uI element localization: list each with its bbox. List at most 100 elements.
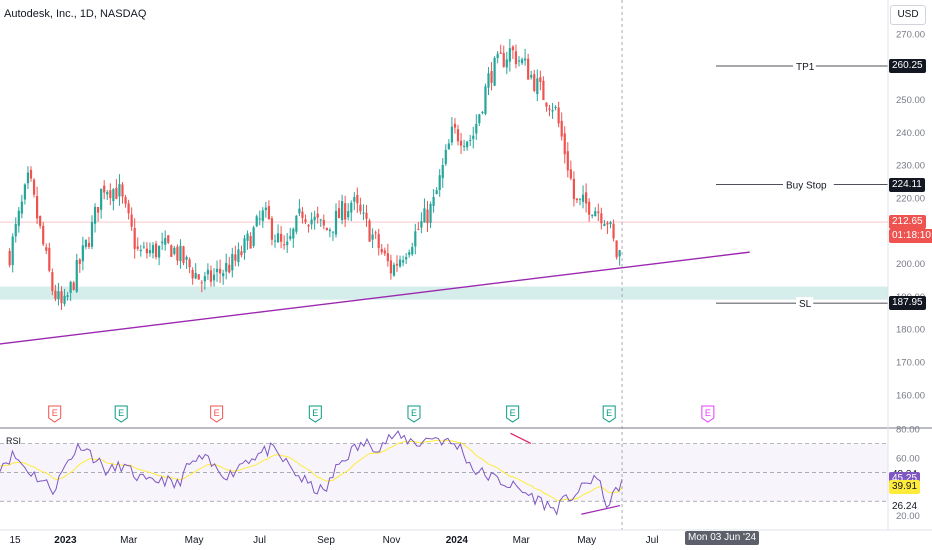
candle-body xyxy=(280,233,283,242)
candle-body xyxy=(609,222,612,225)
candle-body xyxy=(490,71,493,83)
price-tick-label: 250.00 xyxy=(896,95,925,106)
price-tick-label: 220.00 xyxy=(896,194,925,205)
candle-body xyxy=(325,228,328,230)
candle-body xyxy=(164,237,167,245)
candle-body xyxy=(539,77,542,83)
time-tick-label: Jul xyxy=(253,535,266,546)
candle-body xyxy=(377,234,380,249)
time-tick-label: Jul xyxy=(646,535,659,546)
candle-body xyxy=(374,232,377,234)
support-zone-rect xyxy=(0,286,888,300)
price-tick-label: 170.00 xyxy=(896,358,925,369)
candle-body xyxy=(167,235,170,243)
candle-body xyxy=(447,143,450,150)
candle-body xyxy=(594,211,597,217)
candle-body xyxy=(469,139,472,141)
candle-body xyxy=(380,248,383,253)
candle-body xyxy=(606,222,609,225)
candle-body xyxy=(200,282,203,284)
candle-body xyxy=(212,274,216,281)
candle-body xyxy=(597,211,600,213)
candle-body xyxy=(90,221,94,247)
candle-body xyxy=(496,53,499,59)
candle-body xyxy=(392,264,396,276)
candle-body xyxy=(398,259,402,267)
candle-body xyxy=(618,250,621,257)
candle-body xyxy=(54,290,57,299)
candle-body xyxy=(182,246,185,263)
candle-body xyxy=(581,194,585,202)
candle-body xyxy=(371,234,374,240)
candle-body xyxy=(304,219,307,222)
candle-body xyxy=(368,220,371,242)
earnings-letter: E xyxy=(52,408,58,418)
candle-body xyxy=(158,246,161,258)
candle-body xyxy=(72,282,75,290)
candle-body xyxy=(69,281,72,293)
candle-body xyxy=(344,203,347,220)
rsi-tag-low: 26.24 xyxy=(892,500,918,512)
candle-body xyxy=(261,210,264,221)
countdown-tag: 01:18:10 xyxy=(889,229,932,244)
price-tick-label: 230.00 xyxy=(896,161,925,172)
candle-body xyxy=(414,231,417,247)
candle-body xyxy=(286,241,289,246)
time-tick-label: Mar xyxy=(513,535,531,546)
candle-body xyxy=(106,191,109,195)
candle-body xyxy=(307,224,310,227)
candle-body xyxy=(383,250,386,254)
candle-body xyxy=(463,145,466,147)
earnings-marker: E xyxy=(114,405,128,423)
candle-body xyxy=(100,188,103,210)
current-price-tag: 212.65 xyxy=(889,215,926,230)
candle-body xyxy=(8,250,11,266)
candle-body xyxy=(42,225,45,245)
earnings-marker: E xyxy=(407,405,421,423)
earnings-marker: E xyxy=(602,405,616,423)
candle-body xyxy=(14,224,17,237)
candle-body xyxy=(139,249,142,252)
candle-body xyxy=(75,260,78,292)
candle-body xyxy=(103,185,106,193)
time-tick-label: Mar xyxy=(120,535,138,546)
candle-body xyxy=(276,233,280,243)
candle-body xyxy=(151,245,155,254)
candle-body xyxy=(197,274,200,280)
price-tick-label: 160.00 xyxy=(896,390,925,401)
earnings-badge xyxy=(701,405,715,423)
annotation-labels: TP1 Buy Stop SL xyxy=(783,59,834,311)
price-tick-label: 180.00 xyxy=(896,325,925,336)
currency-selector[interactable]: USD xyxy=(890,5,926,25)
candle-body xyxy=(328,229,332,232)
candle-body xyxy=(51,272,54,292)
candle-body xyxy=(548,108,551,110)
candle-body xyxy=(273,240,277,242)
candle-body xyxy=(264,207,267,211)
candle-body xyxy=(472,135,475,140)
candle-body xyxy=(45,247,48,251)
candle-body xyxy=(115,187,118,199)
candle-body xyxy=(188,259,191,268)
candle-body xyxy=(66,295,69,297)
candle-body xyxy=(505,59,508,68)
candle-body xyxy=(456,129,460,142)
candle-body xyxy=(252,227,255,246)
candle-body xyxy=(124,197,127,204)
candle-body xyxy=(240,251,243,256)
candle-body xyxy=(234,254,237,261)
support-zone xyxy=(0,286,888,300)
candle-body xyxy=(136,246,139,249)
candle-body xyxy=(26,172,30,184)
candle-body xyxy=(154,243,158,258)
candle-body xyxy=(29,169,33,179)
candle-body xyxy=(148,250,152,254)
candle-body xyxy=(347,211,350,218)
candle-body xyxy=(17,210,20,226)
candle-body xyxy=(514,51,518,65)
earnings-letter: E xyxy=(312,408,318,418)
candle-body xyxy=(588,201,591,215)
candle-body xyxy=(499,52,502,54)
earnings-badge xyxy=(48,405,62,423)
